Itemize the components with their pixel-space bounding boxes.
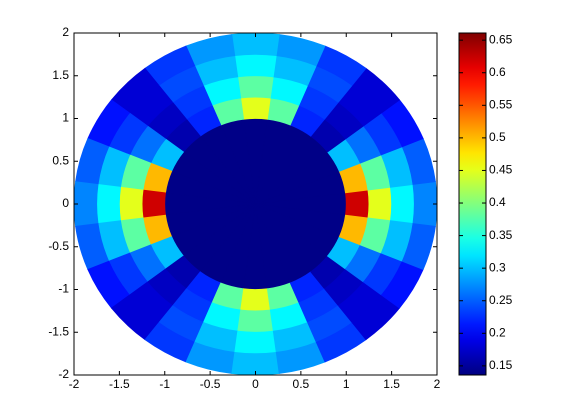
x-tick-label: -1 [159, 377, 170, 391]
heat-cell [240, 288, 271, 312]
x-tick-label: -0.5 [200, 377, 221, 391]
colorbar-tick-label: 0.4 [489, 195, 506, 209]
x-tick-label: -2 [69, 377, 80, 391]
heat-cell [237, 309, 274, 333]
colorbar-tick-label: 0.3 [489, 260, 506, 274]
y-tick-label: 2 [62, 25, 69, 39]
heat-cell [390, 184, 415, 224]
y-tick-label: 0 [62, 196, 69, 210]
heat-cell [367, 186, 393, 222]
x-tick-label: 0.5 [293, 377, 310, 391]
colorbar-tick-label: 0.65 [489, 32, 513, 46]
x-tick-label: 1 [343, 377, 350, 391]
y-tick-label: -0.5 [48, 239, 69, 253]
y-tick-label: 0.5 [52, 153, 69, 167]
heat-cell [96, 184, 121, 224]
heat-cell [141, 189, 166, 219]
heat-cell [401, 223, 436, 270]
y-tick-label: 1.5 [52, 68, 69, 82]
heat-cell [237, 75, 274, 99]
y-tick-label: -2 [58, 367, 69, 381]
y-tick-label: 1 [62, 111, 69, 125]
colorbar-tick-label: 0.2 [489, 325, 506, 339]
colorbar [458, 32, 487, 376]
heat-cell [118, 186, 144, 222]
heatmap [73, 32, 438, 376]
heat-cell [240, 96, 271, 120]
x-tick-label: 0 [252, 377, 259, 391]
heat-cell [345, 189, 370, 219]
x-tick-label: 1.5 [383, 377, 400, 391]
heat-cell [234, 330, 277, 355]
colorbar-tick-label: 0.45 [489, 163, 513, 177]
y-tick-label: -1.5 [48, 324, 69, 338]
colorbar-tick-label: 0.55 [489, 97, 513, 111]
x-tick-label: 2 [434, 377, 441, 391]
colorbar-tick-label: 0.15 [489, 358, 513, 372]
colorbar-tick-label: 0.35 [489, 228, 513, 242]
colorbar-tick-label: 0.5 [489, 130, 506, 144]
colorbar-tick-label: 0.25 [489, 293, 513, 307]
y-tick-label: -1 [58, 282, 69, 296]
colorbar-tick-label: 0.6 [489, 65, 506, 79]
heat-cell [234, 53, 277, 78]
x-tick-label: -1.5 [109, 377, 130, 391]
